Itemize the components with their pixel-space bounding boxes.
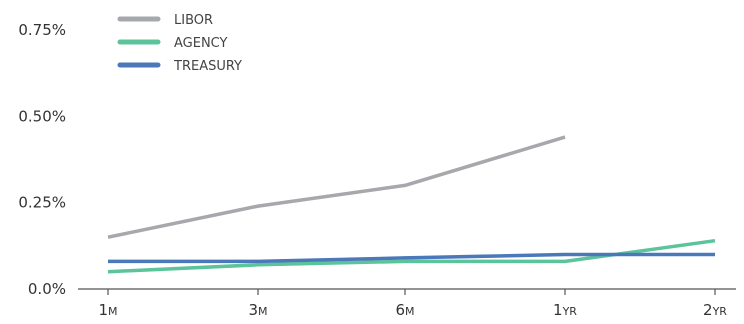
x-tick-label: 1M bbox=[98, 301, 117, 319]
x-tick-label: 1YR bbox=[553, 301, 577, 319]
series-line-treasury bbox=[108, 252, 715, 264]
y-tick-label: 0.75% bbox=[18, 21, 66, 39]
x-tick-label: 3M bbox=[248, 301, 267, 319]
series-line-libor bbox=[107, 135, 566, 239]
x-tick-label: 2YR bbox=[703, 301, 727, 319]
series-lines bbox=[107, 135, 716, 274]
x-tick-label: 6M bbox=[395, 301, 414, 319]
y-tick-label: 0.50% bbox=[18, 107, 66, 125]
legend-label-treasury: TREASURY bbox=[173, 59, 242, 74]
legend-label-agency: AGENCY bbox=[174, 36, 228, 51]
legend-label-libor: LIBOR bbox=[174, 13, 213, 28]
y-tick-label: 0.25% bbox=[18, 194, 66, 212]
axes: 0.0% 0.25% 0.50% 0.75% 1M 3M 6M 1YR 2YR bbox=[18, 21, 736, 319]
y-tick-label: 0.0% bbox=[28, 280, 66, 298]
legend: LIBOR AGENCY TREASURY bbox=[117, 13, 242, 74]
